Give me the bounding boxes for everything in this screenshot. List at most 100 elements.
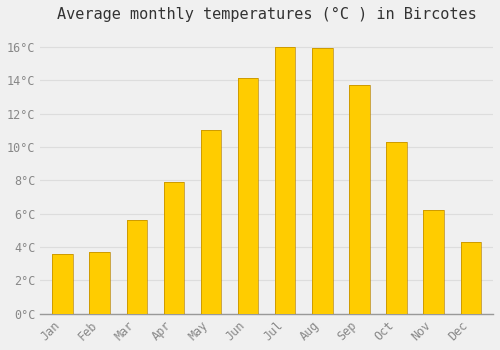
- Bar: [312, 261, 332, 266]
- Bar: [275, 100, 295, 106]
- Bar: [350, 90, 370, 94]
- Bar: [460, 281, 481, 282]
- Bar: [275, 218, 295, 223]
- Bar: [90, 292, 110, 293]
- Bar: [386, 300, 407, 303]
- Bar: [275, 287, 295, 293]
- Bar: [126, 301, 147, 303]
- Bar: [126, 243, 147, 245]
- Bar: [90, 254, 110, 256]
- Bar: [52, 281, 73, 283]
- Bar: [386, 276, 407, 280]
- Bar: [460, 268, 481, 270]
- Bar: [275, 84, 295, 90]
- Bar: [90, 310, 110, 312]
- Bar: [164, 251, 184, 253]
- Bar: [52, 266, 73, 267]
- Bar: [126, 292, 147, 293]
- Bar: [201, 130, 221, 134]
- Bar: [386, 180, 407, 183]
- Bar: [275, 132, 295, 138]
- Bar: [52, 254, 73, 255]
- Bar: [52, 297, 73, 298]
- Bar: [312, 176, 332, 181]
- Bar: [238, 286, 258, 290]
- Bar: [126, 248, 147, 250]
- Bar: [238, 234, 258, 239]
- Bar: [275, 47, 295, 52]
- Bar: [350, 195, 370, 199]
- Bar: [164, 182, 184, 314]
- Bar: [238, 304, 258, 309]
- Bar: [350, 227, 370, 232]
- Bar: [275, 255, 295, 260]
- Bar: [164, 216, 184, 219]
- Bar: [126, 303, 147, 304]
- Bar: [238, 248, 258, 253]
- Bar: [275, 57, 295, 63]
- Bar: [238, 229, 258, 234]
- Bar: [238, 121, 258, 126]
- Bar: [312, 165, 332, 170]
- Bar: [350, 264, 370, 268]
- Bar: [90, 268, 110, 270]
- Bar: [424, 244, 444, 246]
- Bar: [164, 256, 184, 259]
- Bar: [275, 47, 295, 314]
- Bar: [312, 181, 332, 187]
- Bar: [52, 284, 73, 285]
- Bar: [386, 248, 407, 252]
- Bar: [238, 154, 258, 159]
- Bar: [52, 273, 73, 274]
- Bar: [312, 155, 332, 160]
- Bar: [350, 140, 370, 145]
- Bar: [90, 296, 110, 298]
- Bar: [90, 271, 110, 272]
- Bar: [164, 237, 184, 240]
- Bar: [126, 241, 147, 243]
- Bar: [312, 59, 332, 64]
- Bar: [275, 143, 295, 148]
- Bar: [164, 224, 184, 227]
- Bar: [350, 181, 370, 186]
- Bar: [201, 288, 221, 292]
- Bar: [275, 207, 295, 212]
- Bar: [350, 108, 370, 113]
- Bar: [350, 241, 370, 245]
- Bar: [386, 176, 407, 180]
- Bar: [386, 156, 407, 159]
- Bar: [424, 239, 444, 241]
- Bar: [90, 294, 110, 295]
- Bar: [126, 226, 147, 228]
- Bar: [164, 303, 184, 306]
- Bar: [126, 233, 147, 235]
- Bar: [460, 244, 481, 245]
- Bar: [312, 287, 332, 293]
- Bar: [164, 190, 184, 192]
- Bar: [164, 306, 184, 309]
- Bar: [386, 218, 407, 221]
- Bar: [386, 269, 407, 273]
- Bar: [350, 268, 370, 273]
- Bar: [126, 299, 147, 301]
- Bar: [52, 276, 73, 278]
- Bar: [350, 291, 370, 296]
- Bar: [201, 262, 221, 266]
- Bar: [52, 271, 73, 272]
- Bar: [275, 148, 295, 154]
- Bar: [424, 289, 444, 291]
- Bar: [90, 302, 110, 303]
- Bar: [424, 241, 444, 244]
- Bar: [164, 274, 184, 277]
- Bar: [312, 96, 332, 102]
- Bar: [52, 304, 73, 306]
- Bar: [386, 303, 407, 307]
- Bar: [350, 177, 370, 181]
- Bar: [201, 244, 221, 248]
- Bar: [350, 245, 370, 250]
- Bar: [424, 293, 444, 295]
- Bar: [52, 296, 73, 297]
- Bar: [350, 300, 370, 305]
- Bar: [460, 259, 481, 261]
- Bar: [275, 276, 295, 282]
